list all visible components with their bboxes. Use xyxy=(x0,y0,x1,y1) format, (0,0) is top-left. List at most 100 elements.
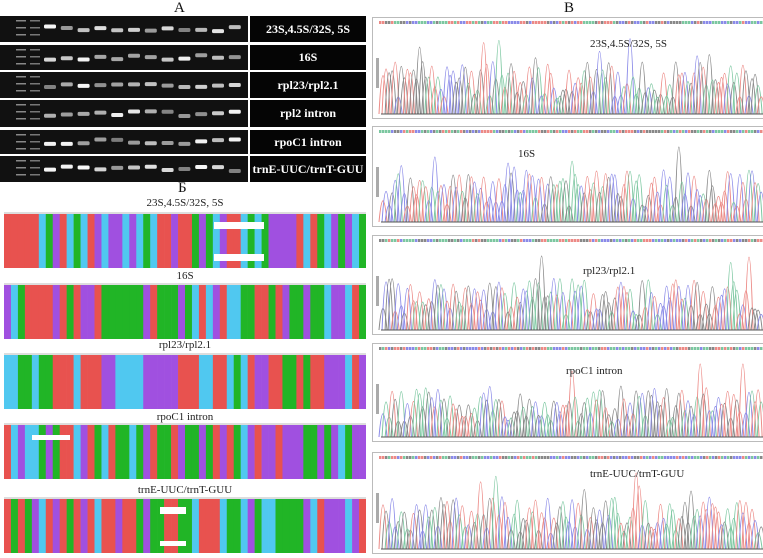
sequence-alignment xyxy=(4,423,367,479)
trace-peak xyxy=(515,191,525,223)
alignment-column xyxy=(108,285,116,339)
alignment-column xyxy=(303,355,311,409)
trace-peak xyxy=(418,180,428,223)
alignment-column xyxy=(115,355,123,409)
gel-band xyxy=(111,28,124,33)
trace-peak xyxy=(756,314,763,331)
trace-peak xyxy=(601,291,611,331)
trace-peak xyxy=(527,297,537,331)
gel-band xyxy=(161,83,174,88)
trace-peak xyxy=(637,204,647,223)
trace-peak xyxy=(729,517,739,550)
alignment-column xyxy=(150,499,158,553)
trace-peak xyxy=(671,529,681,550)
chromatogram-label: 23S,4.5S/32S, 5S xyxy=(590,38,668,50)
gel-image xyxy=(0,45,248,70)
alignment-column xyxy=(331,214,339,268)
gel-band xyxy=(228,137,241,142)
alignment-column xyxy=(150,214,158,268)
gel-band xyxy=(128,140,140,145)
trace-peak xyxy=(515,302,525,331)
alignment-column xyxy=(345,214,353,268)
alignment-column xyxy=(73,214,81,268)
alignment-label: rpl23/rpl2.1 xyxy=(158,339,212,351)
alignment-column xyxy=(185,285,193,339)
trace-peak xyxy=(710,506,720,550)
gel-band xyxy=(44,113,56,118)
alignment-column xyxy=(254,425,262,479)
alignment-column xyxy=(24,285,33,339)
trace-peak xyxy=(634,174,644,223)
alignment-column xyxy=(240,355,248,409)
alignment-column xyxy=(198,214,207,268)
gel-band xyxy=(144,55,157,60)
gel-band xyxy=(94,83,107,88)
trace-peak xyxy=(497,287,507,331)
trace-peak xyxy=(698,393,708,438)
trace-peak xyxy=(622,292,632,331)
trace-peak xyxy=(460,416,470,438)
alignment-column xyxy=(52,285,60,339)
trace-peak xyxy=(753,532,763,550)
trace-peak xyxy=(653,522,662,550)
alignment-column xyxy=(191,355,200,409)
alignment-column xyxy=(87,425,95,479)
alignment-column xyxy=(31,214,40,268)
alignment-column xyxy=(157,425,165,479)
trace-peak xyxy=(665,419,675,438)
panel-label-a: А xyxy=(174,0,185,16)
alignment-column xyxy=(254,214,262,268)
alignment-column xyxy=(317,425,325,479)
alignment-column xyxy=(310,355,318,409)
gel-band xyxy=(144,109,157,114)
gel-band xyxy=(128,53,140,58)
alignment-column xyxy=(219,285,228,339)
trace-peak xyxy=(503,419,513,438)
gel-band xyxy=(161,168,174,173)
gel-row-label: 16S xyxy=(250,45,366,70)
trace-peak xyxy=(750,74,760,115)
alignment-column xyxy=(164,214,172,268)
alignment-column xyxy=(212,355,221,409)
gel-band xyxy=(94,110,107,115)
trace-peak xyxy=(747,509,757,550)
alignment-column xyxy=(87,499,95,553)
alignment-column xyxy=(233,214,241,268)
alignment-column xyxy=(240,499,248,553)
trace-peak xyxy=(579,489,589,550)
trace-peak xyxy=(662,185,672,223)
trace-peak xyxy=(436,89,446,115)
alignment-column xyxy=(171,285,179,339)
chromatogram-label: rpl23/rpl2.1 xyxy=(583,265,636,277)
alignment-column xyxy=(268,285,276,339)
trace-peak xyxy=(393,283,403,331)
trace-peak xyxy=(701,303,711,331)
trace-peak xyxy=(494,399,504,438)
trace-peak xyxy=(436,400,446,438)
gel-band xyxy=(60,141,73,146)
trace-peak xyxy=(726,527,736,550)
panel-label-b: Б xyxy=(178,180,187,196)
alignment-column xyxy=(31,285,40,339)
alignment-column xyxy=(80,285,88,339)
alignment-column xyxy=(268,355,276,409)
trace-peak xyxy=(649,176,659,223)
gel-band xyxy=(178,113,191,118)
alignment-column xyxy=(345,425,353,479)
chromatogram-label: rpoC1 intron xyxy=(566,365,623,377)
trace-peak xyxy=(723,171,733,223)
alignment-column xyxy=(359,214,367,268)
gel-band xyxy=(212,165,224,170)
trace-peak xyxy=(717,524,727,550)
trace-peak xyxy=(619,86,629,115)
alignment-column xyxy=(80,214,88,268)
trace-peak xyxy=(674,146,684,223)
trace-peak xyxy=(744,523,754,550)
alignment-column xyxy=(198,425,207,479)
alignment-column xyxy=(296,499,304,553)
trace-peak xyxy=(393,173,403,223)
trace-peak xyxy=(595,308,605,331)
alignment-column xyxy=(52,214,60,268)
trace-peak xyxy=(726,261,736,331)
trace-peak xyxy=(686,490,696,550)
